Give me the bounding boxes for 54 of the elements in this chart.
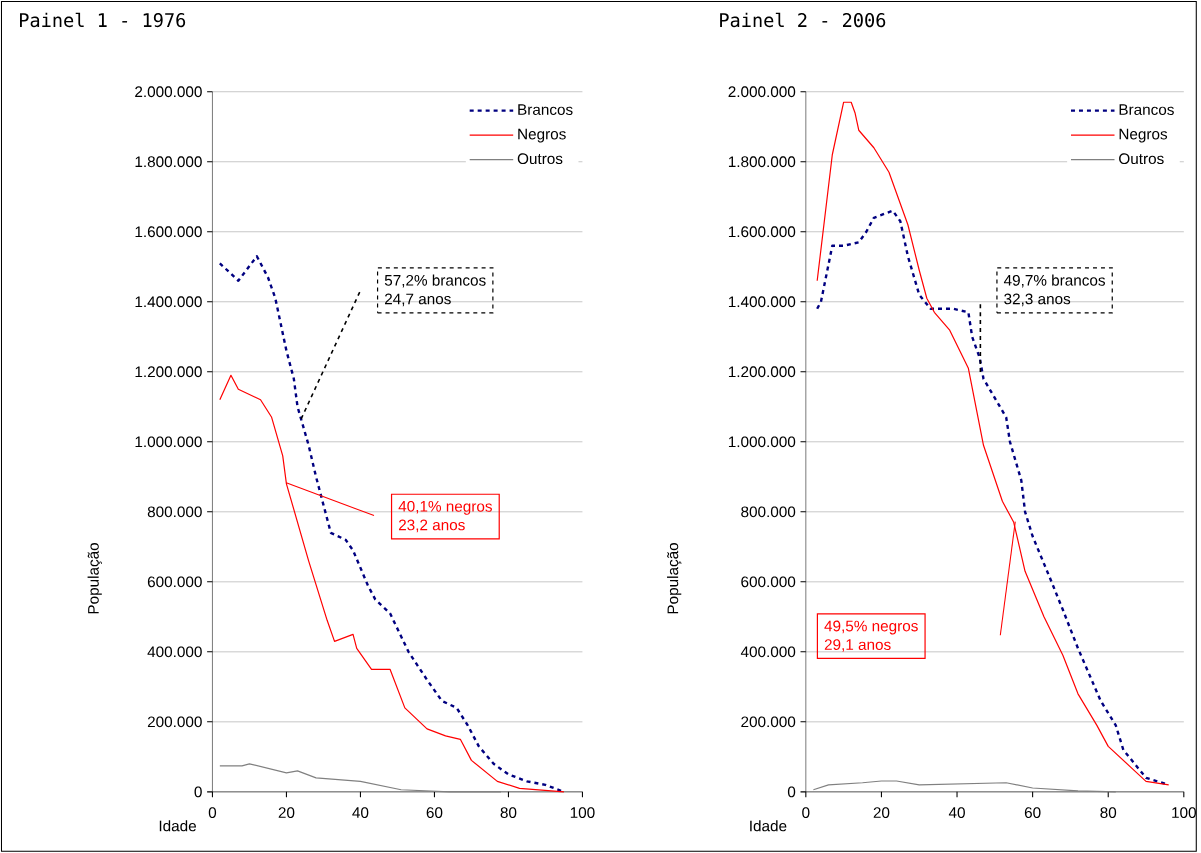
y-tick-label: 1.600.000	[728, 226, 796, 238]
annotation: 49,5% negros	[824, 620, 918, 635]
y-tick-label: 200.000	[147, 716, 202, 728]
x-tick-label: 40	[352, 807, 369, 819]
x-axis-title: Idade	[159, 820, 196, 832]
x-tick-label: 60	[1024, 807, 1041, 819]
y-tick-label: 1.400.000	[728, 296, 796, 308]
legend-label: Outros	[517, 153, 563, 165]
y-tick-label: 1.600.000	[135, 226, 202, 238]
x-tick-label: 0	[208, 807, 217, 819]
y-tick-label: 800.000	[147, 506, 202, 518]
y-tick-label: 1.800.000	[728, 156, 796, 168]
y-tick-label: 0	[194, 786, 202, 798]
y-axis-title: População	[87, 543, 102, 614]
x-tick-label: 0	[802, 807, 810, 819]
x-tick-label: 20	[873, 807, 890, 819]
y-tick-label: 1.200.000	[728, 366, 796, 378]
y-tick-label: 1.000.000	[135, 436, 202, 448]
x-tick-label: 40	[948, 807, 965, 819]
annotation: 29,1 anos	[824, 639, 891, 652]
legend-label: Negros	[1119, 128, 1168, 143]
chart-title: Painel 2 - 2006	[720, 12, 886, 28]
annotation: 23,2 anos	[398, 519, 465, 533]
annotation: 49,7% brancos	[1003, 274, 1106, 288]
y-tick-label: 0	[787, 786, 796, 798]
annotation: 24,7 anos	[384, 293, 451, 307]
y-tick-label: 400.000	[740, 646, 796, 658]
y-axis-title: População	[667, 543, 682, 614]
x-tick-label: 100	[1172, 807, 1196, 819]
annotation: 57,2% brancos	[384, 274, 486, 288]
x-tick-label: 60	[426, 807, 443, 819]
y-tick-label: 1.200.000	[135, 366, 202, 378]
x-tick-label: 80	[1100, 807, 1117, 819]
y-tick-label: 1.400.000	[135, 296, 202, 308]
legend-label: Brancos	[518, 104, 573, 116]
y-tick-label: 2.000.000	[728, 86, 796, 98]
y-tick-label: 1.000.000	[728, 436, 796, 448]
annotation: 32,3 anos	[1004, 293, 1071, 307]
x-tick-label: 100	[570, 807, 595, 819]
y-tick-label: 600.000	[741, 576, 796, 588]
chart-title: Painel 1 - 1976	[20, 12, 186, 28]
x-axis-title: Idade	[750, 820, 787, 832]
annotation: 40,1% negros	[398, 501, 492, 515]
legend-label: Outros	[1119, 153, 1164, 165]
y-tick-label: 800.000	[741, 506, 796, 518]
y-tick-label: 600.000	[147, 576, 202, 588]
legend-label: Negros	[518, 128, 566, 143]
x-tick-label: 20	[278, 807, 295, 819]
y-tick-label: 2.000.000	[135, 86, 202, 98]
x-tick-label: 80	[500, 807, 517, 819]
legend-label: Brancos	[1119, 104, 1174, 116]
y-tick-label: 200.000	[741, 716, 796, 728]
y-tick-label: 1.800.000	[135, 156, 202, 168]
y-tick-label: 400.000	[147, 646, 202, 658]
